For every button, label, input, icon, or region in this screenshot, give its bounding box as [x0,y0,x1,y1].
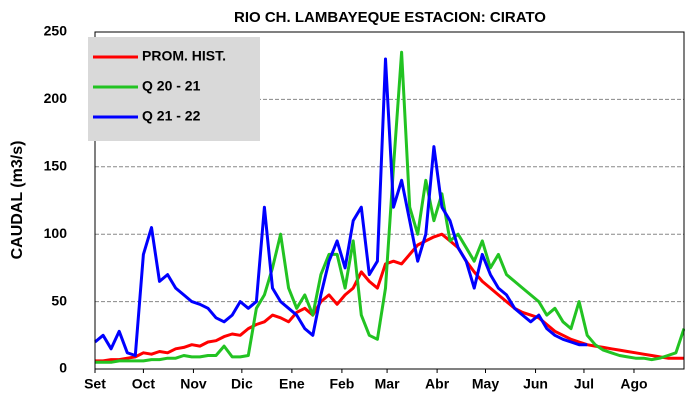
x-tick-label: Mar [375,376,400,392]
y-axis-label: CAUDAL (m3/s) [9,141,26,260]
series-line [95,50,685,364]
x-tick-label: Nov [180,376,207,392]
series-line [94,57,588,357]
series-line [95,232,684,363]
x-tick-label: Ago [620,376,647,392]
y-tick-label: 50 [51,292,67,308]
y-tick-label: 100 [44,225,68,241]
x-tick-label: Jul [574,376,594,392]
x-tick-label: Jun [523,376,548,392]
legend-label: Q 21 - 22 [142,108,201,124]
y-tick-label: 250 [44,23,68,39]
x-tick-label: Dic [231,376,253,392]
x-tick-label: Abr [425,376,450,392]
y-tick-label: 150 [44,158,68,174]
x-tick-label: Oct [132,376,156,392]
legend-label: Q 20 - 21 [142,78,201,94]
legend-box [88,37,260,141]
plot-border [94,31,685,370]
x-tick-label: Set [84,376,106,392]
x-tick-label: Feb [329,376,354,392]
y-tick-label: 0 [59,360,67,376]
y-tick-label: 200 [44,90,68,106]
chart-title: RIO CH. LAMBAYEQUE ESTACION: CIRATO [234,9,546,26]
x-tick-label: Ene [279,376,305,392]
x-tick-label: May [472,376,499,392]
legend-label: PROM. HIST. [142,48,226,64]
